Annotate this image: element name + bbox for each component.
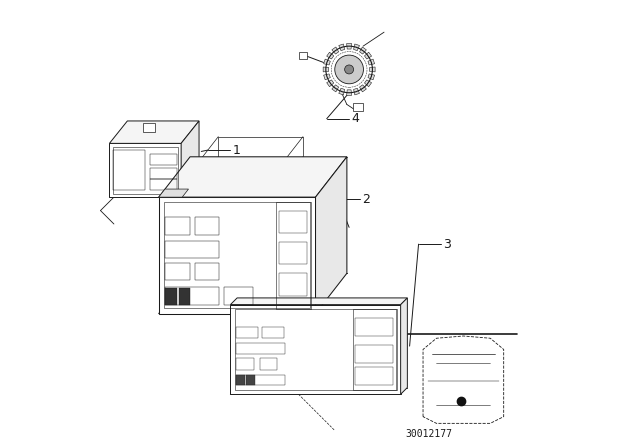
Text: 3: 3: [443, 237, 451, 251]
Bar: [166, 217, 190, 235]
Polygon shape: [368, 74, 374, 80]
Bar: [353, 103, 363, 112]
Bar: [166, 287, 219, 305]
Polygon shape: [401, 298, 407, 394]
Polygon shape: [109, 121, 199, 143]
Bar: [278, 242, 307, 264]
Circle shape: [335, 55, 364, 84]
Polygon shape: [332, 85, 339, 92]
Bar: [150, 154, 177, 165]
Bar: [278, 211, 307, 233]
Bar: [166, 288, 177, 305]
Polygon shape: [360, 47, 366, 54]
Polygon shape: [159, 157, 347, 197]
Bar: [195, 263, 219, 280]
Bar: [353, 309, 397, 390]
Polygon shape: [326, 52, 333, 59]
Polygon shape: [326, 80, 333, 87]
Bar: [355, 318, 394, 336]
Polygon shape: [423, 336, 504, 423]
Polygon shape: [230, 305, 401, 394]
Polygon shape: [159, 189, 189, 197]
Polygon shape: [353, 88, 360, 95]
Polygon shape: [368, 59, 374, 65]
Polygon shape: [109, 143, 181, 197]
Polygon shape: [365, 52, 372, 59]
Polygon shape: [365, 80, 372, 87]
Polygon shape: [323, 67, 329, 72]
Text: 1: 1: [233, 143, 241, 157]
Bar: [166, 241, 219, 258]
Bar: [166, 263, 190, 280]
Bar: [224, 287, 253, 305]
Bar: [195, 217, 219, 235]
Bar: [278, 273, 307, 296]
Bar: [276, 202, 311, 309]
Bar: [355, 367, 394, 385]
Text: 2: 2: [362, 193, 371, 206]
Polygon shape: [353, 44, 360, 51]
Polygon shape: [369, 67, 375, 72]
Bar: [113, 150, 145, 190]
Polygon shape: [339, 44, 345, 51]
Bar: [260, 358, 278, 370]
Bar: [262, 327, 284, 338]
Polygon shape: [324, 74, 330, 80]
Polygon shape: [332, 47, 339, 54]
Polygon shape: [230, 298, 407, 305]
Bar: [150, 179, 177, 190]
Bar: [143, 123, 155, 132]
Polygon shape: [347, 43, 351, 49]
Bar: [236, 343, 285, 354]
Bar: [236, 375, 244, 385]
Bar: [299, 52, 307, 59]
Polygon shape: [316, 157, 347, 314]
Text: 30012177: 30012177: [405, 429, 452, 439]
Polygon shape: [159, 197, 316, 314]
Text: 4: 4: [351, 112, 359, 125]
Bar: [150, 168, 177, 179]
Polygon shape: [181, 121, 199, 197]
Polygon shape: [360, 85, 366, 92]
Polygon shape: [347, 90, 351, 95]
Bar: [355, 345, 394, 363]
Bar: [246, 375, 255, 385]
Bar: [236, 327, 258, 338]
Polygon shape: [324, 59, 330, 65]
Circle shape: [344, 65, 354, 74]
Bar: [179, 288, 190, 305]
Bar: [236, 358, 253, 370]
Bar: [236, 375, 285, 385]
Polygon shape: [339, 88, 345, 95]
